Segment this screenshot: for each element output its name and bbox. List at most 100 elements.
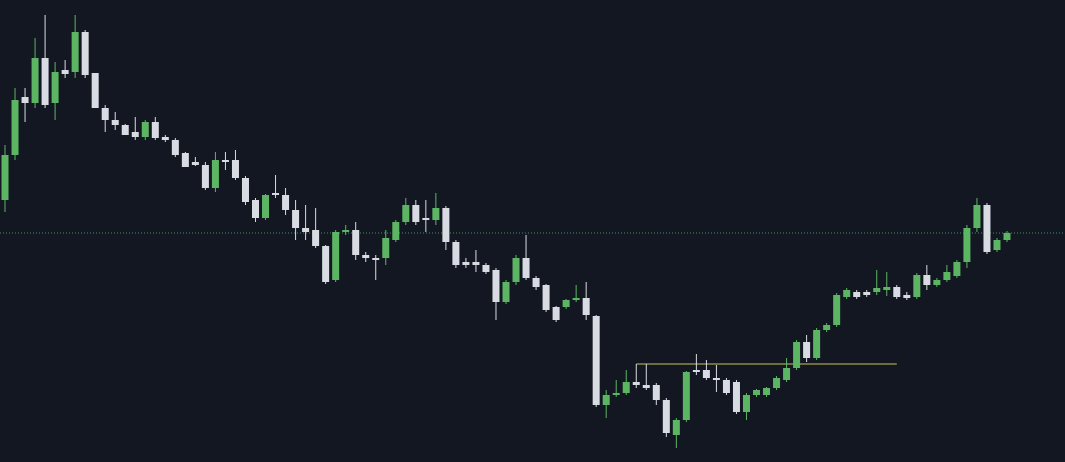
candle-body — [933, 280, 941, 285]
candle-body — [773, 378, 781, 388]
candle-body — [893, 287, 901, 297]
candle-body — [452, 242, 460, 265]
candle-body — [873, 288, 881, 292]
candle-body — [863, 292, 871, 295]
candle-body — [31, 58, 39, 103]
candle-body — [101, 108, 109, 120]
candle-body — [21, 97, 29, 103]
candle-body — [262, 195, 270, 218]
candle-body — [833, 295, 841, 325]
candle-body — [562, 300, 570, 307]
candle-body — [432, 208, 440, 220]
candle-body — [71, 32, 79, 72]
candle-body — [282, 195, 290, 210]
candle-body — [11, 100, 19, 155]
candle-body — [722, 380, 730, 393]
candle-body — [171, 140, 179, 155]
candle-body — [592, 316, 600, 405]
candle-body — [241, 178, 249, 202]
candle-body — [542, 285, 550, 310]
candle-body — [763, 388, 771, 395]
candle-body — [292, 210, 300, 228]
candle-body — [61, 70, 69, 74]
candle-body — [682, 372, 690, 420]
candle-body — [883, 287, 891, 290]
candle-body — [973, 205, 981, 228]
candle-body — [732, 382, 740, 412]
candle-body — [231, 160, 239, 178]
candle-body — [111, 120, 119, 125]
candle-body — [1003, 233, 1011, 240]
candle-body — [642, 385, 650, 388]
candle-body — [211, 160, 219, 188]
candle-body — [993, 240, 1001, 250]
candle-body — [472, 262, 480, 265]
candle-body — [121, 125, 129, 135]
candle-body — [963, 228, 971, 262]
candle-body — [712, 378, 720, 380]
candle-body — [532, 278, 540, 287]
candle-body — [141, 122, 149, 137]
candle-body — [91, 73, 99, 108]
candle-body — [512, 258, 520, 282]
candle-body — [332, 232, 340, 280]
candle-body — [662, 400, 670, 433]
candle-body — [272, 193, 280, 195]
candle-body — [823, 325, 831, 330]
candle-body — [81, 32, 89, 75]
candle-body — [41, 58, 49, 105]
candle-body — [312, 230, 320, 246]
candle-body — [492, 270, 500, 302]
candle-body — [252, 200, 259, 218]
candle-body — [181, 153, 189, 167]
candle-body — [923, 275, 931, 285]
candle-body — [813, 330, 821, 358]
candle-body — [161, 137, 169, 140]
candle-body — [191, 162, 199, 165]
candle-body — [352, 230, 360, 255]
candle-body — [322, 246, 330, 282]
candle-body — [221, 160, 229, 162]
candle-body — [612, 393, 620, 395]
candle-body — [943, 272, 951, 280]
candle-body — [953, 262, 961, 276]
candle-body — [1, 155, 9, 200]
candle-body — [392, 222, 400, 240]
candle-body — [853, 292, 861, 297]
candle-body — [742, 395, 750, 412]
candle-body — [362, 255, 370, 258]
candle-body — [382, 238, 390, 258]
candle-body — [753, 390, 760, 395]
candle-body — [803, 342, 811, 358]
candle-body — [983, 205, 991, 252]
candle-body — [903, 295, 911, 298]
candle-body — [442, 208, 450, 242]
candle-body — [131, 132, 139, 137]
candle-body — [502, 282, 510, 302]
candle-body — [412, 205, 420, 222]
candle-body — [843, 290, 851, 297]
candle-body — [151, 122, 159, 138]
candle-body — [402, 205, 410, 222]
candle-body — [582, 298, 590, 315]
candle-body — [702, 370, 710, 378]
candle-body — [622, 382, 630, 393]
candle-body — [201, 165, 209, 188]
candle-body — [572, 298, 580, 300]
candle-body — [632, 382, 640, 385]
candle-body — [652, 385, 660, 400]
candle-body — [672, 420, 680, 435]
candle-body — [783, 368, 791, 380]
candle-body — [552, 307, 560, 320]
candle-body — [302, 228, 310, 232]
candle-body — [602, 395, 610, 405]
candle-body — [462, 262, 470, 265]
candle-body — [372, 258, 380, 260]
candle-body — [51, 72, 59, 103]
candle-body — [793, 342, 801, 368]
candle-body — [342, 230, 350, 232]
candle-body — [422, 218, 430, 220]
candle-body — [692, 370, 700, 372]
